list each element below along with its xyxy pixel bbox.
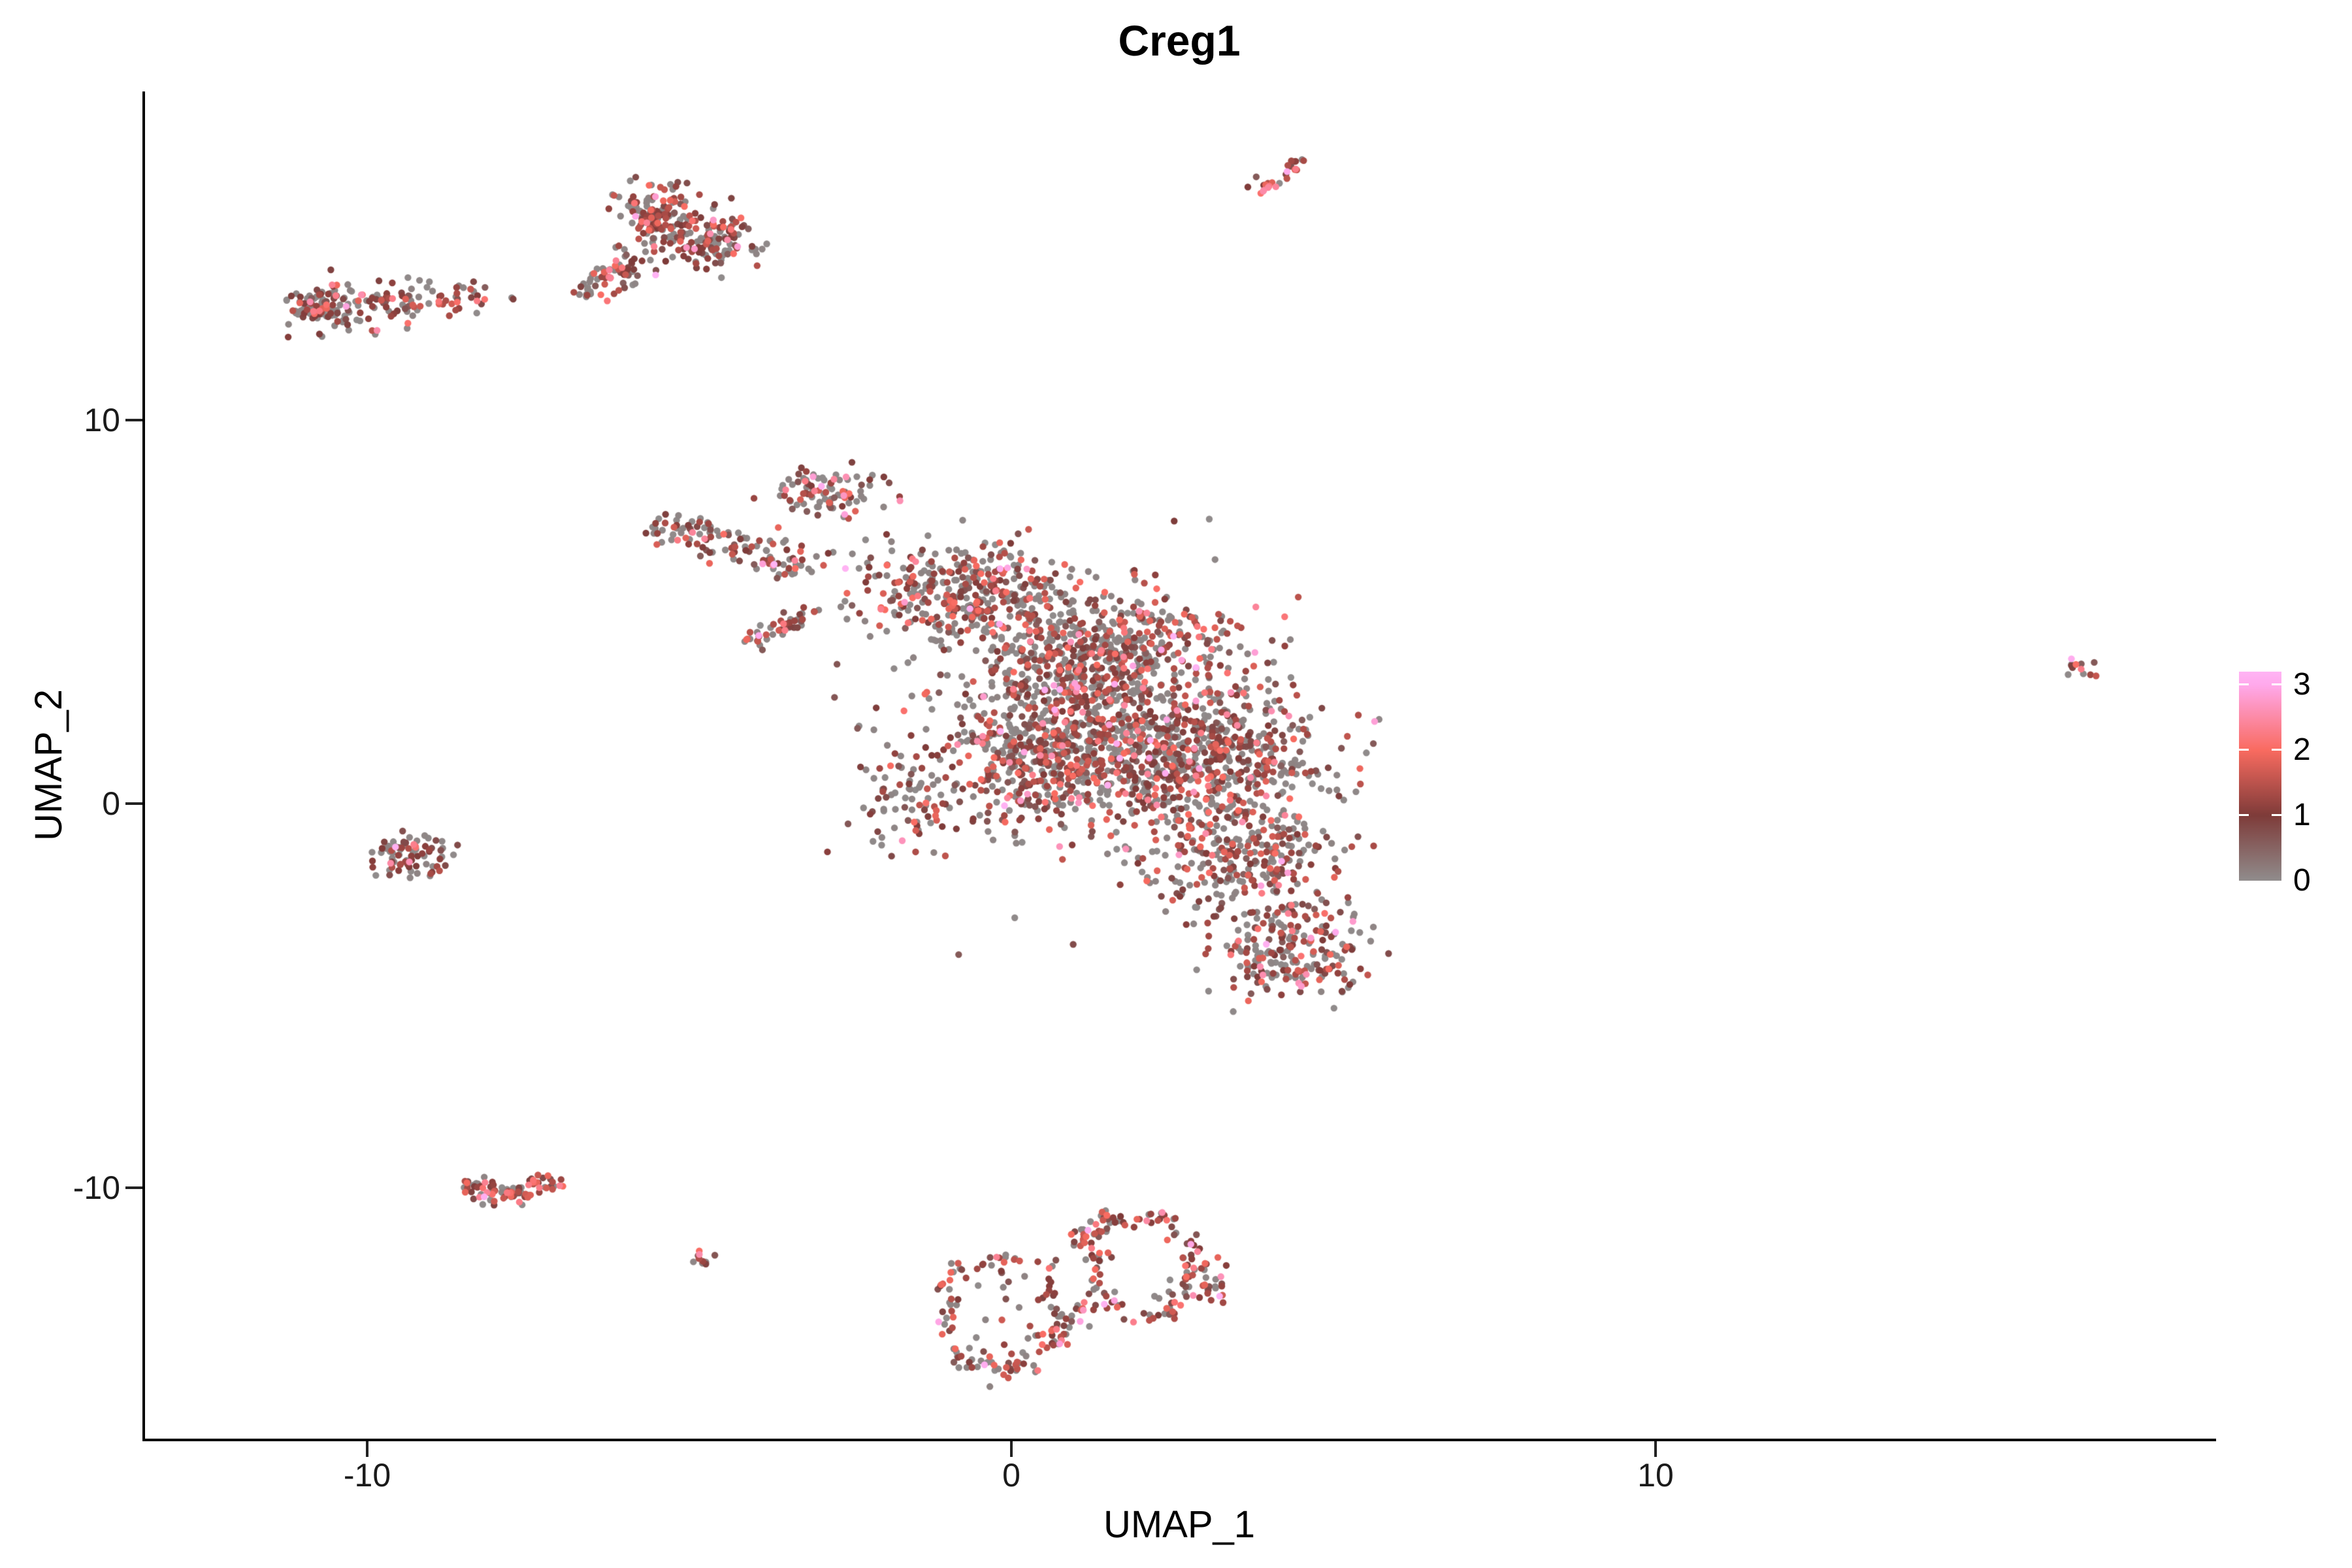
x-tick-label-n10: -10 — [343, 1457, 391, 1494]
colorbar-label-1: 1 — [2293, 798, 2311, 832]
colorbar-notch-3-right — [2272, 683, 2281, 685]
x-tick-mark-n10 — [366, 1441, 368, 1457]
colorbar-notch-2-right — [2272, 749, 2281, 751]
y-tick-label-10: 10 — [84, 402, 120, 438]
x-tick-mark-10 — [1654, 1441, 1657, 1457]
colorbar-notch-1-right — [2272, 814, 2281, 816]
colorbar-gradient — [2239, 672, 2281, 881]
colorbar-label-0: 0 — [2293, 863, 2311, 898]
y-tick-mark-n10 — [125, 1186, 142, 1189]
y-axis-title: UMAP_2 — [27, 689, 70, 841]
y-tick-mark-0 — [125, 802, 142, 805]
chart-title: Creg1 — [1118, 16, 1241, 65]
colorbar-notch-3-left — [2239, 683, 2249, 685]
x-tick-mark-0 — [1010, 1441, 1013, 1457]
colorbar-label-3: 3 — [2293, 667, 2311, 702]
x-axis-title: UMAP_1 — [1103, 1503, 1256, 1546]
x-tick-label-0: 0 — [1002, 1457, 1021, 1494]
y-tick-mark-10 — [125, 419, 142, 421]
y-tick-label-0: 0 — [102, 785, 120, 822]
x-axis-line — [142, 1439, 2216, 1441]
colorbar-label-2: 2 — [2293, 732, 2311, 767]
y-axis-line — [142, 91, 145, 1441]
x-tick-label-10: 10 — [1637, 1457, 1674, 1494]
colorbar-notch-2-left — [2239, 749, 2249, 751]
colorbar-notch-1-left — [2239, 814, 2249, 816]
y-tick-label-n10: -10 — [73, 1169, 120, 1206]
